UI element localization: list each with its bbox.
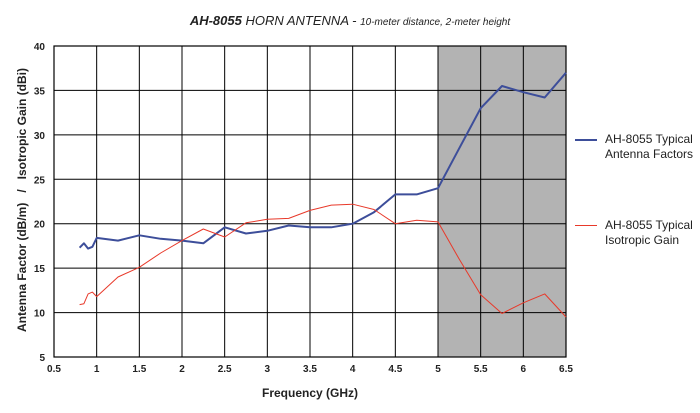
legend-label-isotropic-gain: AH-8055 Typical Isotropic Gain bbox=[605, 218, 693, 247]
x-tick-label: 5.5 bbox=[474, 364, 488, 375]
axis-layer: 0.5 1 1.5 2 2.5 3 3.5 4 4.5 5 5.5 6 6.5 5 10 15 20 25 30 35… bbox=[34, 42, 574, 375]
x-tick-label: 0.5 bbox=[47, 364, 61, 375]
x-tick-label: 1.5 bbox=[132, 364, 146, 375]
series-layer bbox=[78, 72, 567, 318]
legend-swatch-antenna-factors bbox=[575, 139, 597, 141]
y-tick-label: 5 bbox=[39, 353, 45, 364]
x-tick-label: 6 bbox=[521, 364, 527, 375]
legend-label-antenna-factors: AH-8055 Typical Antenna Factors bbox=[605, 132, 694, 161]
x-tick-label: 2.5 bbox=[218, 364, 232, 375]
shaded-region-layer bbox=[438, 46, 566, 357]
y-tick-label: 40 bbox=[34, 42, 46, 53]
chart-title-main: HORN ANTENNA - bbox=[241, 13, 361, 28]
x-tick-label: 2 bbox=[179, 364, 185, 375]
x-tick-label: 5 bbox=[435, 364, 441, 375]
chart-subtitle: 10-meter distance, 2-meter height bbox=[360, 17, 511, 28]
y-tick-label: 25 bbox=[34, 175, 46, 186]
grid-layer bbox=[53, 45, 567, 358]
x-axis-label: Frequency (GHz) bbox=[262, 386, 358, 400]
y-tick-label: 10 bbox=[34, 309, 46, 320]
series-line-antenna-factors bbox=[78, 72, 567, 250]
y-tick-label: 15 bbox=[34, 264, 46, 275]
y-tick-label: 35 bbox=[34, 86, 46, 97]
shaded-region bbox=[438, 46, 566, 357]
series-line-isotropic-gain bbox=[79, 203, 567, 318]
y-tick-label: 30 bbox=[34, 131, 46, 142]
plot-frame bbox=[53, 45, 567, 358]
x-tick-label: 4.5 bbox=[388, 364, 402, 375]
legend-swatch-isotropic-gain bbox=[575, 225, 597, 226]
y-tick-label: 20 bbox=[34, 220, 46, 231]
chart-title-model: AH-8055 bbox=[189, 13, 242, 28]
y-axis-label: Antenna Factor (dB/m) / Isotropic Gain (… bbox=[15, 68, 29, 332]
x-tick-label: 3.5 bbox=[303, 364, 317, 375]
x-tick-label: 1 bbox=[94, 364, 100, 375]
x-tick-label: 6.5 bbox=[559, 364, 573, 375]
chart-title: AH-8055 HORN ANTENNA - 10-meter distance… bbox=[0, 12, 700, 30]
x-tick-label: 4 bbox=[350, 364, 356, 375]
x-tick-label: 3 bbox=[265, 364, 271, 375]
